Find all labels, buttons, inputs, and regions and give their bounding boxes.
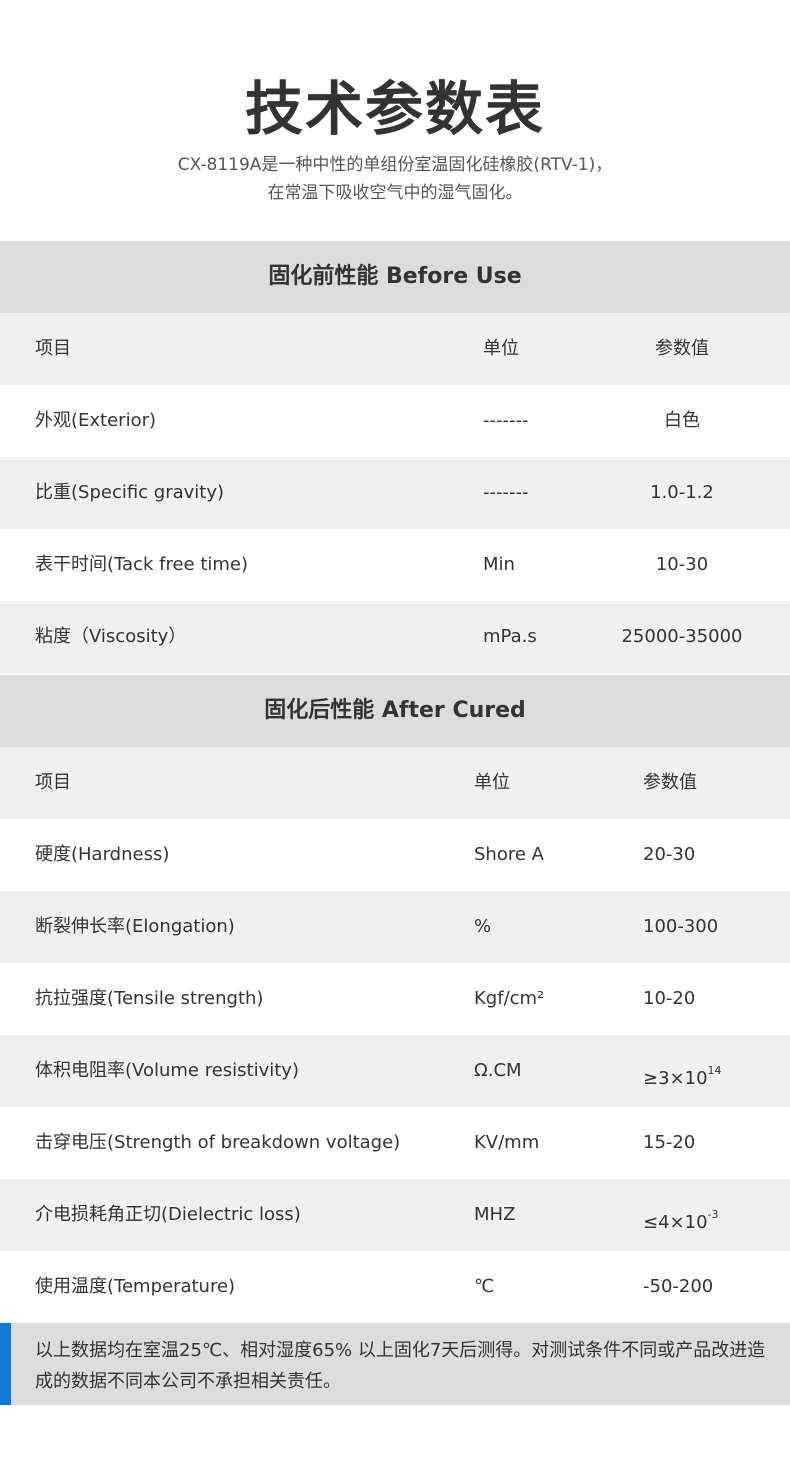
- value-cell-text: 25000-35000: [621, 626, 743, 647]
- subtitle-line-2: 在常温下吸收空气中的湿气固化。: [267, 183, 523, 203]
- unit-cell-text: Min: [483, 554, 515, 575]
- value-cell: 10-20: [643, 963, 695, 1035]
- unit-cell-text: 单位: [483, 338, 519, 359]
- unit-cell: -------: [483, 457, 528, 529]
- item-cell: 项目: [35, 313, 71, 385]
- item-cell: 硬度(Hardness): [35, 819, 169, 891]
- table-header-row: 项目 单位 参数值: [0, 747, 790, 819]
- table-row: 比重(Specific gravity) ------- 1.0-1.2: [0, 457, 790, 529]
- unit-cell: ℃: [474, 1251, 494, 1323]
- table-header-row: 项目 单位 参数值: [0, 313, 790, 385]
- item-cell-text: 比重(Specific gravity): [35, 482, 225, 503]
- unit-cell: %: [474, 891, 491, 963]
- value-cell-text: 10-20: [643, 988, 696, 1009]
- table-row: 介电损耗角正切(Dielectric loss) MHZ ≤4×10-3: [0, 1179, 790, 1251]
- table-row: 硬度(Hardness) Shore A 20-30: [0, 819, 790, 891]
- unit-cell-text: mPa.s: [483, 626, 537, 647]
- unit-cell: Min: [483, 529, 515, 601]
- item-cell: 比重(Specific gravity): [35, 457, 224, 529]
- table-row: 体积电阻率(Volume resistivity) Ω.CM ≥3×1014: [0, 1035, 790, 1107]
- before-use-heading: 固化前性能 Before Use: [0, 241, 790, 313]
- subtitle-line-1: CX-8119A是一种中性的单组份室温固化硅橡胶(RTV-1)，: [177, 155, 613, 175]
- unit-cell-text: 单位: [474, 772, 510, 793]
- value-cell: -50-200: [643, 1251, 713, 1323]
- table-row: 抗拉强度(Tensile strength) Kgf/cm² 10-20: [0, 963, 790, 1035]
- item-cell-text: 介电损耗角正切(Dielectric loss): [35, 1204, 301, 1225]
- value-cell: 15-20: [643, 1107, 695, 1179]
- item-cell: 击穿电压(Strength of breakdown voltage): [35, 1107, 400, 1179]
- unit-cell: mPa.s: [483, 601, 537, 673]
- item-cell: 使用温度(Temperature): [35, 1251, 235, 1323]
- item-cell-text: 击穿电压(Strength of breakdown voltage): [35, 1132, 401, 1153]
- table-row: 击穿电压(Strength of breakdown voltage) KV/mm…: [0, 1107, 790, 1179]
- item-cell-text: 粘度（Viscosity）: [35, 626, 187, 647]
- item-cell-text: 抗拉强度(Tensile strength): [35, 988, 264, 1009]
- value-cell: ≤4×10-3: [643, 1179, 719, 1259]
- page-title: 技术参数表: [244, 75, 545, 143]
- unit-cell-text: Ω.CM: [474, 1060, 522, 1081]
- value-cell: 25000-35000: [592, 601, 772, 673]
- value-cell-text: 白色: [664, 410, 700, 431]
- unit-cell-text: MHZ: [474, 1204, 516, 1225]
- item-cell: 介电损耗角正切(Dielectric loss): [35, 1179, 301, 1251]
- value-cell-text: ≥3×10: [643, 1068, 708, 1089]
- item-cell: 抗拉强度(Tensile strength): [35, 963, 263, 1035]
- value-cell: 1.0-1.2: [592, 457, 772, 529]
- unit-cell-text: -------: [483, 482, 529, 503]
- value-cell-text: ≤4×10: [643, 1212, 708, 1233]
- value-cell-text: -50-200: [643, 1276, 714, 1297]
- table-row: 外观(Exterior) ------- 白色: [0, 385, 790, 457]
- item-cell: 外观(Exterior): [35, 385, 156, 457]
- value-cell-text: 10-30: [655, 554, 709, 575]
- unit-cell: KV/mm: [474, 1107, 539, 1179]
- value-cell-text: 1.0-1.2: [650, 482, 714, 503]
- unit-cell: 单位: [483, 313, 519, 385]
- unit-cell: Kgf/cm²: [474, 963, 544, 1035]
- item-cell: 体积电阻率(Volume resistivity): [35, 1035, 299, 1107]
- unit-cell-text: -------: [483, 410, 529, 431]
- item-cell-text: 断裂伸长率(Elongation): [35, 916, 235, 937]
- table-row: 断裂伸长率(Elongation)% 100-300: [0, 891, 790, 963]
- item-cell-text: 使用温度(Temperature): [35, 1276, 236, 1297]
- value-cell: 20-30: [643, 819, 695, 891]
- unit-cell: -------: [483, 385, 528, 457]
- value-cell: ≥3×1014: [643, 1035, 722, 1115]
- value-cell-text: 15-20: [643, 1132, 696, 1153]
- value-cell: 10-30: [592, 529, 772, 601]
- value-cell: 白色: [592, 385, 772, 457]
- item-cell-text: 表干时间(Tack free time): [35, 554, 249, 575]
- unit-cell: Shore A: [474, 819, 544, 891]
- unit-cell: 单位: [474, 747, 510, 819]
- unit-cell: Ω.CM: [474, 1035, 522, 1107]
- value-cell-text: 参数值: [655, 338, 709, 359]
- item-cell-text: 外观(Exterior): [35, 410, 157, 431]
- item-cell: 表干时间(Tack free time): [35, 529, 248, 601]
- item-cell: 粘度（Viscosity）: [35, 601, 186, 673]
- unit-cell-text: Shore A: [474, 844, 544, 865]
- after-cured-heading: 固化后性能 After Cured: [0, 675, 790, 747]
- item-cell-text: 体积电阻率(Volume resistivity): [35, 1060, 299, 1081]
- item-cell: 项目: [35, 747, 71, 819]
- value-cell: 100-300: [643, 891, 718, 963]
- value-cell: 参数值: [643, 747, 697, 819]
- unit-cell: MHZ: [474, 1179, 515, 1251]
- item-cell-text: 项目: [35, 772, 71, 793]
- exponent: -3: [707, 1208, 719, 1221]
- unit-cell-text: %: [474, 916, 492, 937]
- unit-cell-text: Kgf/cm²: [474, 988, 545, 1009]
- table-row: 使用温度(Temperature) ℃ -50-200: [0, 1251, 790, 1323]
- value-cell: 参数值: [592, 313, 772, 385]
- exponent: 14: [707, 1064, 722, 1077]
- disclaimer-note: 以上数据均在室温25℃、相对湿度65% 以上固化7天后测得。对测试条件不同或产品…: [0, 1323, 790, 1405]
- table-row: 粘度（Viscosity） mPa.s 25000-35000: [0, 601, 790, 673]
- item-cell-text: 硬度(Hardness): [35, 844, 170, 865]
- item-cell: 断裂伸长率(Elongation): [35, 891, 235, 963]
- value-cell-text: 100-300: [643, 916, 719, 937]
- item-cell-text: 项目: [35, 338, 71, 359]
- unit-cell-text: KV/mm: [474, 1132, 540, 1153]
- value-cell-text: 20-30: [643, 844, 696, 865]
- unit-cell-text: ℃: [474, 1276, 495, 1297]
- table-row: 表干时间(Tack free time) Min 10-30: [0, 529, 790, 601]
- value-cell-text: 参数值: [643, 772, 697, 793]
